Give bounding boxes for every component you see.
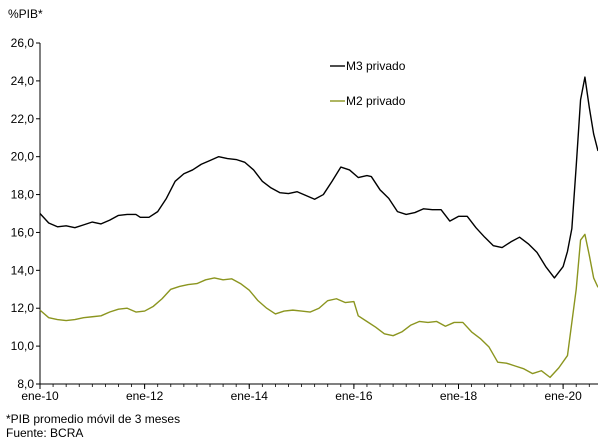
x-tick-label: ene-18 [440,389,478,403]
y-tick-label: 16,0 [11,225,35,239]
chart-axes [36,42,598,389]
series-line-m3-privado [39,76,598,279]
y-tick-label: 12,0 [11,301,35,315]
x-tick-label: ene-14 [231,389,269,403]
series-line-m2-privado [39,233,598,379]
line-chart: 8,010,012,014,016,018,020,022,024,026,0 … [11,36,598,403]
y-tick-label: 24,0 [11,74,35,88]
x-tick-label: ene-12 [126,389,164,403]
x-tick-label: ene-10 [21,389,59,403]
y-axis-tick-labels: 8,0 10,0 12,0 14,0 16,0 18,0 20,0 22,0 24,0 26,0 [11,36,35,391]
x-tick-label: ene-16 [335,389,373,403]
y-tick-label: 14,0 [11,263,35,277]
y-axis-unit-label: %PIB* [8,7,43,21]
y-tick-label: 26,0 [11,36,35,50]
footnote-source: Fuente: BCRA [6,426,84,440]
y-tick-label: 20,0 [11,150,35,164]
series-lines [39,76,598,379]
legend-label: M2 privado [346,94,406,108]
y-tick-label: 10,0 [11,339,35,353]
y-tick-label: 8,0 [17,377,34,391]
x-axis-tick-labels: ene-10 ene-12 ene-14 ene-16 ene-18 ene-20 [21,389,582,403]
footnote-note: *PIB promedio móvil de 3 meses [6,412,181,426]
y-tick-label: 18,0 [11,188,35,202]
legend-label: M3 privado [346,59,406,73]
chart-legend: M3 privado M2 privado [330,59,406,108]
y-tick-label: 22,0 [11,112,35,126]
x-tick-label: ene-20 [544,389,582,403]
